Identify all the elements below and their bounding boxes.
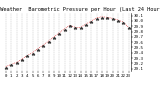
Title: Milwaukee Weather  Barometric Pressure per Hour (Last 24 Hours): Milwaukee Weather Barometric Pressure pe… (0, 7, 160, 12)
